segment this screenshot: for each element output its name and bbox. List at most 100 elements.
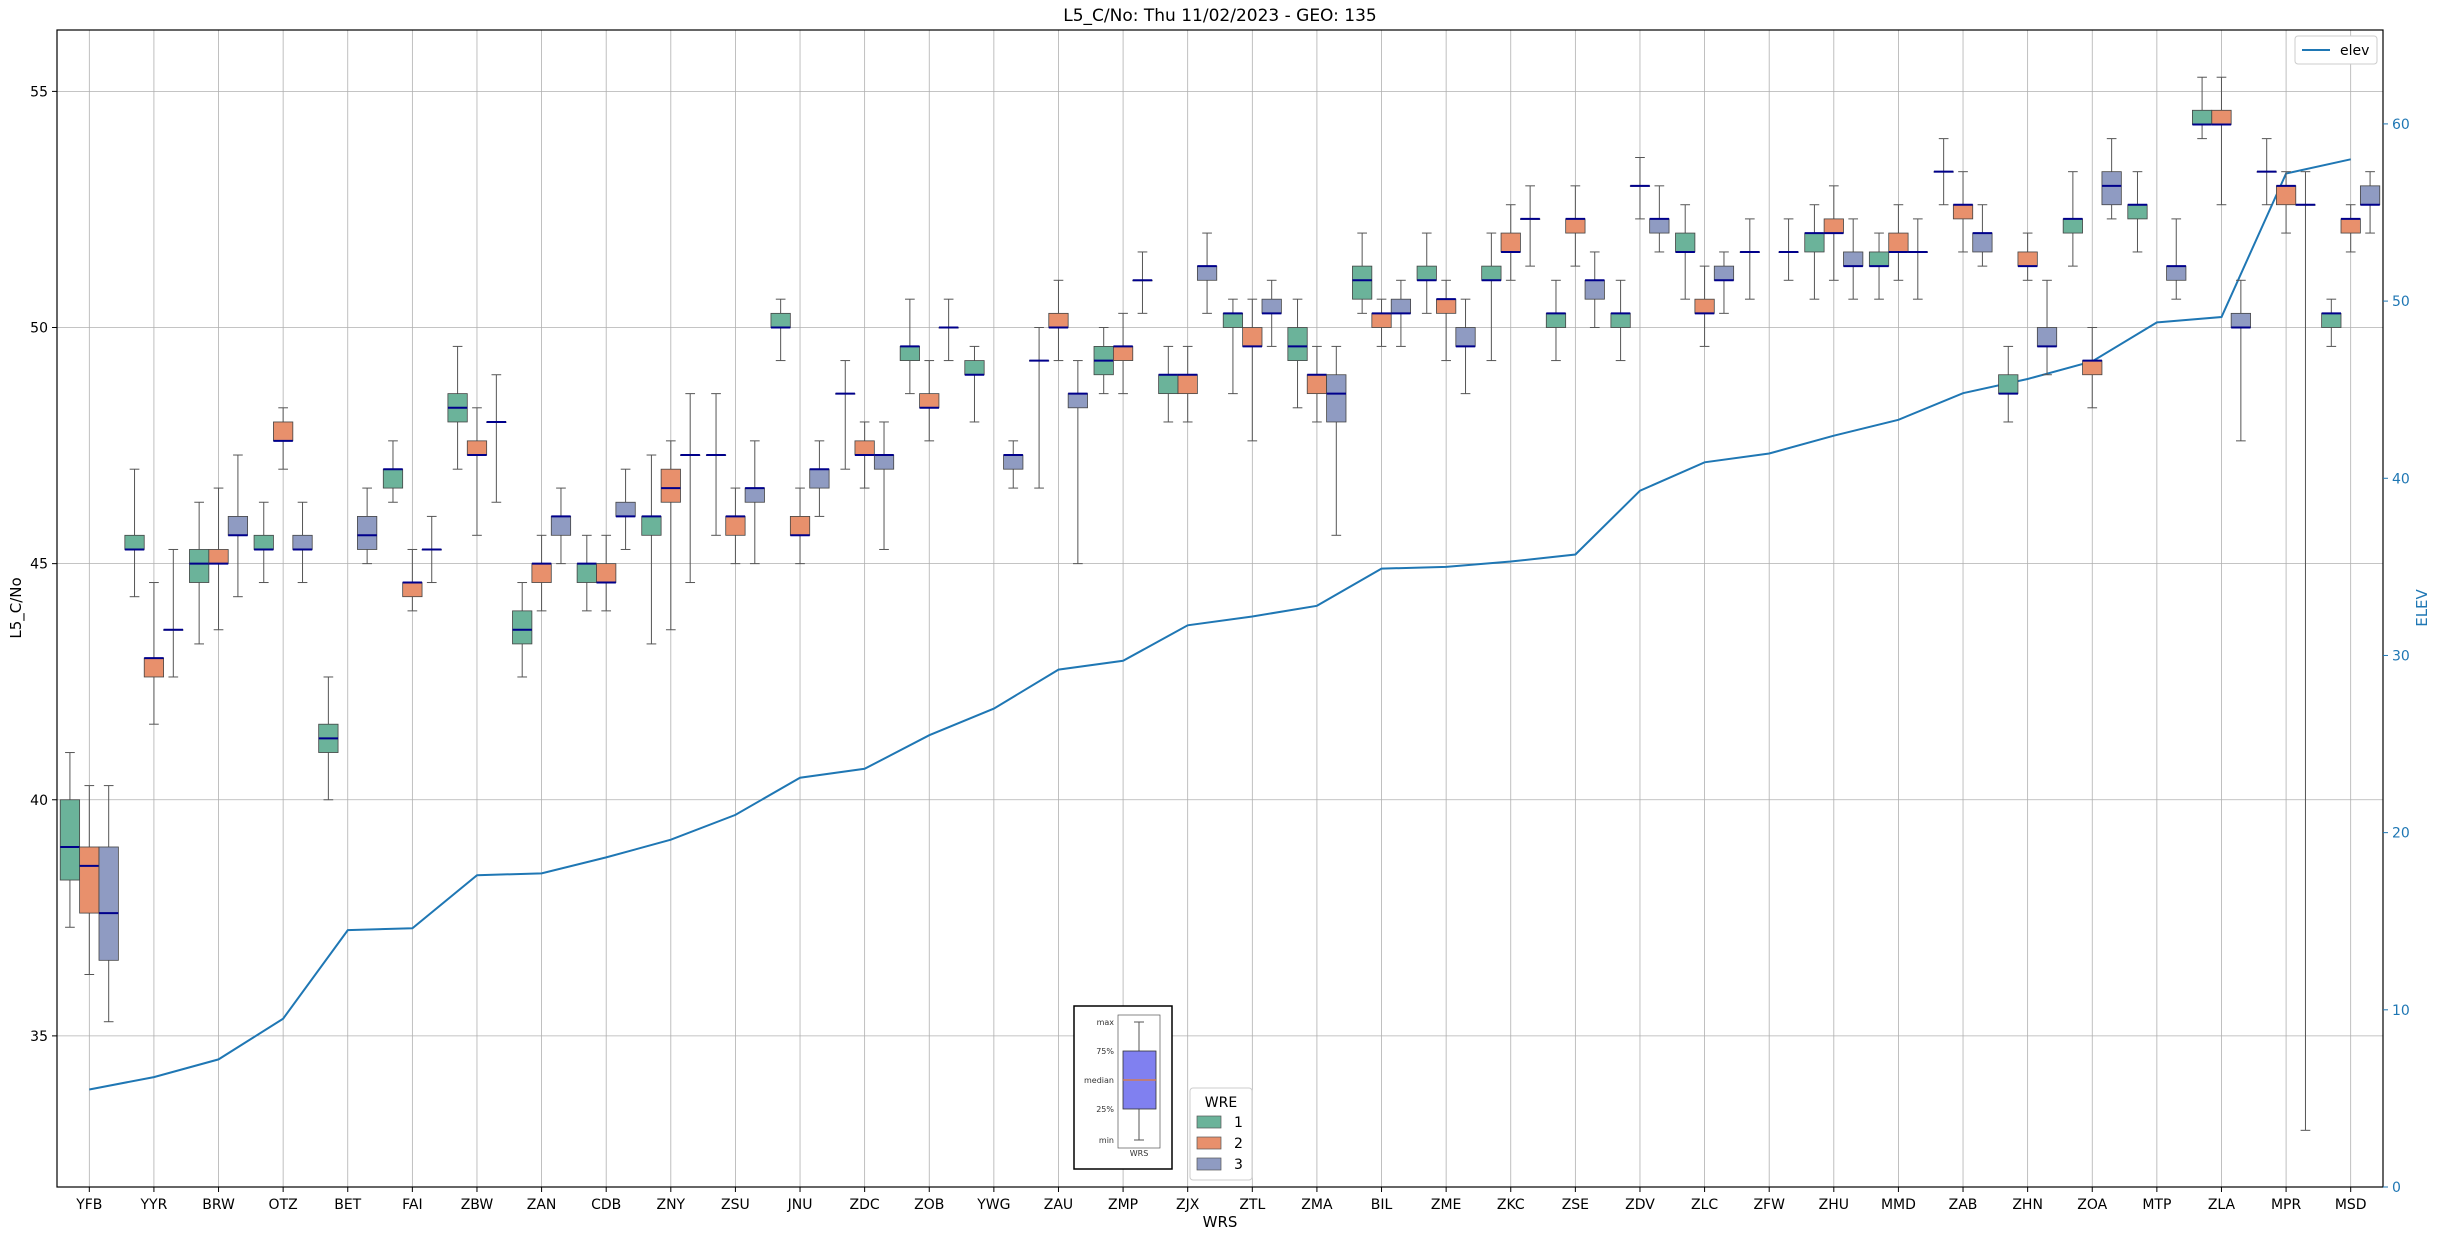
box-iqr [2359,185,2381,206]
box-wre1-ZLA [2191,76,2213,140]
x-tick-label: ZBW [461,1197,494,1213]
x-tick-label: BIL [1371,1197,1393,1213]
box-iqr [1177,374,1198,395]
box-wre3-ZME [1455,298,1476,395]
box-wre1-ZOB [899,298,920,395]
box-iqr [1371,312,1392,328]
x-tick-label: ZMA [1301,1197,1333,1213]
box-iqr [1390,298,1412,314]
box-iqr [2101,171,2122,206]
x-tick-label: MTP [2142,1197,2171,1213]
box-iqr [189,549,210,583]
box-wre2-ZMP [1112,312,1134,395]
box-wre2-BRW [208,487,229,631]
box-iqr [1713,265,1735,281]
y2-tick-label: 50 [2392,294,2410,310]
box-iqr [98,846,119,961]
box-iqr [512,610,533,645]
box-wre1-ZOA [2062,171,2083,267]
box-wre1-ZHU [1804,204,1825,300]
box-wre3-MSD [2359,171,2381,234]
x-tick-label: ZDC [850,1197,880,1213]
box-iqr [2321,312,2342,328]
box-iqr [1003,454,1024,470]
box-wre2-ZNY [660,440,681,631]
box-iqr [208,549,229,565]
x-tick-label: YFB [75,1197,102,1213]
box-wre1-MSD [2321,298,2342,347]
box-wre2-ZOA [2082,327,2103,409]
box-wre1-ZMA [1287,298,1308,409]
box-wre2-ZTL [1242,298,1263,442]
box-iqr [596,563,617,583]
box-iqr [2340,218,2361,234]
y2-tick-label: 20 [2392,826,2410,842]
box-wre3-ZJX [1196,232,1218,314]
box-iqr [1565,218,1586,234]
grid-layer [57,30,2383,1187]
elev-line-layer [89,158,2351,1091]
box-iqr [1287,327,1308,361]
box-wre3-ZOA [2101,138,2122,220]
hue-legend-swatch-3 [1196,1157,1222,1171]
box-wre1-ZBW [447,345,468,470]
box-wre2-ZME [1436,279,1457,362]
box-iqr [1196,265,1218,281]
box-wre2-MMD [1888,204,1909,281]
hue-legend-title: WRE [1205,1095,1237,1111]
box-iqr [2127,204,2148,220]
box-wre2-MSD [2340,204,2361,253]
x-tick-label: ZKC [1497,1197,1525,1213]
box-iqr [1888,232,1909,253]
box-iqr [1326,374,1347,423]
hue-legend-label-1: 1 [1234,1115,1243,1131]
boxplot-key-inset: max 75% median 25% min WRS [1073,1005,1173,1170]
x-tick-label: OTZ [269,1197,298,1213]
box-iqr [1416,265,1437,281]
x-tick-label: ZLC [1691,1197,1718,1213]
box-wre3-BIL [1390,279,1412,347]
box-wre1-MTP [2127,171,2148,253]
box-iqr [1261,298,1282,314]
box-wre3-ZAB [1972,204,1993,267]
box-wre3-BRW [227,454,249,598]
x-tick-label: ZJX [1176,1197,1200,1213]
box-wre3-ZAN [550,487,572,565]
box-wre3-MPR [2295,171,2316,1131]
box-wre3-ZMA [1326,345,1347,536]
box-wre1-ZHN [1998,345,2019,423]
box-wre1-FAI [382,440,404,503]
box-iqr [1649,218,1670,234]
y-tick-label: 45 [30,557,48,573]
line-legend: elev [2294,35,2378,65]
boxplot-key-label-max: max [1097,1018,1115,1027]
box-iqr [550,516,572,536]
box-iqr [1436,298,1457,314]
box-wre3-MMD [1907,218,1928,300]
boxplot-key-label-median: median [1084,1076,1114,1085]
box-iqr [725,516,746,536]
x-tick-label: ZSE [1562,1197,1589,1213]
box-iqr [899,346,920,361]
box-iqr [382,468,404,489]
box-wre2-ZMA [1306,345,1328,423]
x-tick-label: ZDV [1625,1197,1655,1213]
box-wre3-YYR [163,548,184,678]
box-iqr [1067,393,1088,409]
box-wre1-MPR [2256,138,2277,206]
box-iqr [2036,327,2058,347]
x-axis-title: WRS [1203,1213,1238,1231]
box-wre3-ZFW [1778,218,1799,281]
x-tick-label: BRW [202,1197,235,1213]
box-wre2-ZBW [466,407,488,536]
box-iqr [1804,232,1825,253]
y-axis-title: L5_C/No [7,577,26,638]
box-iqr [1823,218,1844,234]
box-iqr [919,393,940,409]
line-legend-label: elev [2340,43,2369,59]
box-wre1-ZJX [1158,345,1179,423]
box-wre1-ZSU [705,393,727,536]
x-tick-label: ZNY [656,1197,685,1213]
box-iqr [809,468,830,489]
box-wre3-JNU [809,440,830,517]
